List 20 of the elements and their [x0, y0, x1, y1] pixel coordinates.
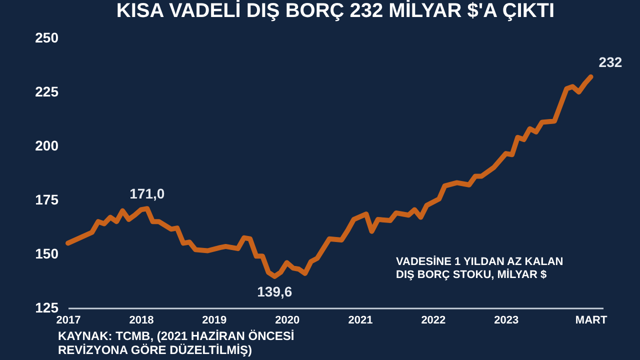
annotation: 232 [598, 54, 622, 70]
annotation: 139,6 [257, 283, 292, 300]
chart-title: KISA VADELİ DIŞ BORÇ 232 MİLYAR $'A ÇIKTI [116, 0, 555, 22]
y-tick-label: 125 [35, 300, 59, 316]
x-tick-label: 2021 [348, 314, 373, 326]
x-tick-label: 2018 [129, 314, 154, 326]
y-tick-label: 175 [35, 192, 59, 208]
x-tick-label: 2023 [494, 314, 519, 326]
y-tick-label: 250 [35, 30, 59, 46]
y-tick-label: 225 [35, 84, 59, 100]
y-tick-label: 150 [35, 246, 59, 262]
y-tick-label: 200 [35, 138, 59, 154]
annotation: 171,0 [130, 186, 165, 202]
x-tick-label: 2020 [275, 314, 300, 326]
annotation: VADESİNE 1 YILDAN AZ KALAN DIŞ BORÇ STOKU, MİLYAR $ [396, 256, 564, 282]
x-tick-label: 2022 [421, 314, 446, 326]
x-tick-label: MART [575, 314, 608, 326]
x-tick-label: 2019 [202, 314, 227, 326]
text: KAYNAK: TCMB, (2021 HAZİRAN ÖNCESİ REVİZYONA GÖRE DÜZELTİLMİŞ) [58, 329, 296, 358]
x-tick-label: 2017 [56, 314, 81, 326]
